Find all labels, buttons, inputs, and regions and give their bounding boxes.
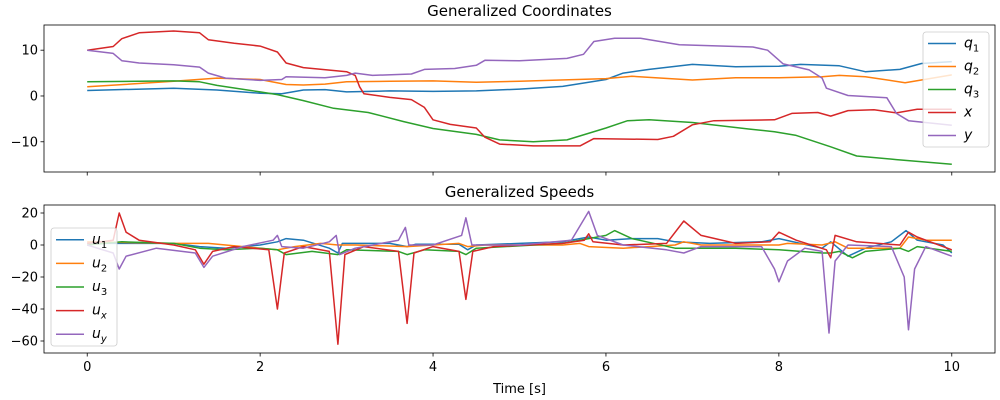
y-tick-label: 10 (21, 44, 38, 59)
legend-label: q2 (964, 59, 979, 78)
legend-entry-y: y (928, 128, 973, 144)
series-line-q3 (87, 80, 952, 165)
x-tick-label: 4 (429, 360, 437, 375)
y-tick-label: −10 (11, 135, 38, 150)
legend-label: uy (92, 326, 108, 345)
legend-label: u2 (92, 255, 107, 274)
legend-entry-u2: u2 (56, 255, 107, 274)
y-tick-label: 20 (21, 207, 38, 222)
legend-entry-u3: u3 (56, 279, 107, 298)
x-tick-label: 6 (602, 360, 610, 375)
legend-entry-x: x (928, 105, 973, 121)
series-line-y (87, 37, 952, 127)
speeds-axes: Generalized Speeds Time [s] 0 2 4 6 8 10 −60 −4… (11, 183, 996, 397)
y-tick-label: −40 (11, 303, 38, 318)
legend: u1 u2 u3 ux uy (50, 227, 118, 347)
x-tick-label: 8 (775, 360, 783, 375)
series-line-q2 (87, 74, 952, 88)
x-axis-label: Time [s] (492, 382, 546, 397)
axes-frame (43, 24, 996, 173)
series-line-x (87, 30, 952, 147)
x-tick-label: 0 (83, 360, 91, 375)
y-tick-label: 0 (30, 239, 38, 254)
legend-entry-q1: q1 (928, 36, 979, 55)
legend-label: q1 (964, 36, 979, 55)
x-tick-label: 10 (943, 360, 960, 375)
axes-frame (43, 204, 996, 354)
y-tick-label: −20 (11, 271, 38, 286)
series-line-q1 (87, 60, 952, 95)
legend-entry-u1: u1 (56, 232, 107, 251)
legend-entry-ux: ux (56, 303, 107, 322)
legend-entry-q3: q3 (928, 82, 979, 101)
speeds-title: Generalized Speeds (445, 183, 595, 201)
legend-entry-uy: uy (56, 326, 108, 345)
y-tick-label: 0 (30, 89, 38, 104)
legend-label: x (963, 105, 973, 121)
coordinates-title: Generalized Coordinates (427, 2, 612, 20)
legend: q1 q2 q3 xy (922, 31, 990, 148)
y-tick-label: −60 (11, 335, 38, 350)
legend-label: u1 (92, 232, 107, 251)
legend-label: ux (92, 303, 107, 322)
x-tick-label: 2 (256, 360, 264, 375)
series-line-uy (86, 210, 953, 334)
series-line-ux (87, 212, 953, 345)
legend-label: y (963, 128, 973, 144)
legend-entry-q2: q2 (928, 59, 979, 78)
legend-label: q3 (964, 82, 979, 101)
legend-label: u3 (92, 279, 107, 298)
coordinates-axes: Generalized Coordinates −10 0 10 q1 q2 q3 xy (11, 2, 996, 176)
